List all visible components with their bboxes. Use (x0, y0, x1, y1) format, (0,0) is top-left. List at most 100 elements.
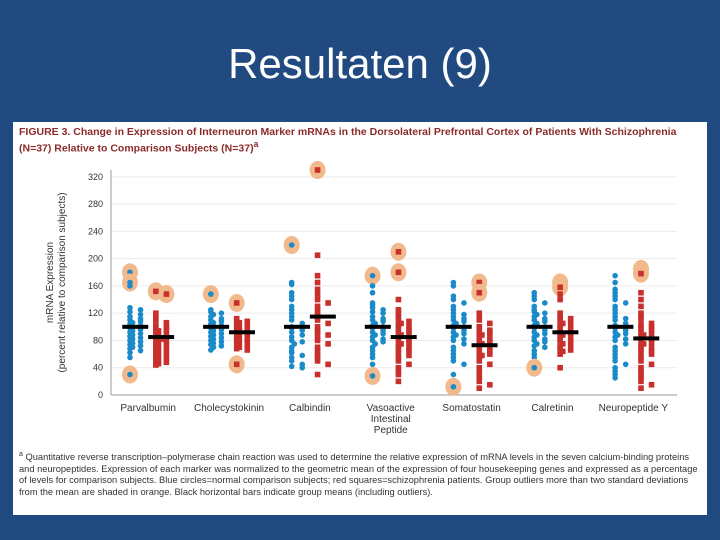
schizophrenia-point (395, 364, 402, 371)
comparison-point (299, 327, 306, 334)
category-label: Parvalbumin (120, 403, 176, 414)
comparison-point (450, 296, 457, 303)
schizophrenia-point (638, 313, 644, 320)
schizophrenia-point (153, 288, 159, 295)
comparison-point (531, 296, 538, 303)
schizophrenia-point (638, 296, 644, 303)
schizophrenia-point (487, 330, 493, 337)
comparison-mean-bar (122, 324, 149, 329)
comparison-point (450, 358, 457, 364)
schizophrenia-point (163, 351, 170, 357)
schizophrenia-point (638, 385, 644, 391)
schizophrenia-point (244, 347, 251, 353)
figure-caption-text: FIGURE 3. Change in Expression of Intern… (19, 126, 677, 155)
figure-footnote: a Quantitative reverse transcription–pol… (19, 449, 703, 498)
comparison-point (288, 329, 295, 336)
schizophrenia-point (314, 324, 321, 330)
schizophrenia-point (648, 381, 655, 388)
comparison-point (127, 354, 133, 361)
comparison-point (137, 343, 144, 349)
comparison-point (208, 347, 214, 353)
y-axis-title: mRNA Expression (45, 242, 56, 323)
comparison-point (369, 272, 376, 279)
schizophrenia-point (314, 334, 321, 340)
schizophrenia-point (153, 313, 159, 320)
footnote-marker: a (19, 451, 23, 458)
schizophrenia-point (638, 325, 644, 331)
schizophrenia-point (476, 310, 483, 316)
y-tick-label: 0 (98, 390, 103, 400)
schizophrenia-point (244, 334, 251, 341)
schizophrenia-point (325, 300, 331, 306)
comparison-point (380, 310, 386, 316)
comparison-point (450, 371, 457, 378)
schizophrenia-mean-bar (633, 336, 660, 341)
comparison-point (622, 341, 629, 347)
comparison-mean-bar (607, 324, 634, 329)
comparison-point (542, 339, 548, 345)
schizophrenia-point (406, 318, 412, 325)
schizophrenia-point (244, 318, 251, 325)
schizophrenia-point (395, 337, 402, 344)
schizophrenia-point (487, 327, 493, 334)
schizophrenia-point (395, 345, 402, 352)
comparison-point (137, 334, 144, 341)
schizophrenia-point (648, 327, 655, 334)
y-tick-label: 40 (93, 363, 103, 373)
comparison-point (137, 330, 144, 337)
schizophrenia-point (638, 364, 644, 371)
schizophrenia-point (638, 375, 644, 381)
schizophrenia-point (648, 324, 655, 330)
schizophrenia-point (314, 279, 321, 286)
schizophrenia-point (314, 303, 321, 310)
schizophrenia-point (163, 339, 170, 345)
schizophrenia-point (487, 339, 493, 345)
schizophrenia-point (244, 326, 251, 333)
comparison-point (127, 349, 133, 356)
comparison-point (461, 318, 467, 325)
comparison-point (542, 330, 548, 337)
schizophrenia-point (476, 378, 483, 385)
schizophrenia-point (163, 355, 170, 361)
schizophrenia-point (557, 364, 563, 371)
schizophrenia-point (648, 330, 655, 337)
comparison-point (127, 283, 133, 289)
schizophrenia-point (487, 320, 493, 327)
comparison-point (612, 296, 618, 303)
comparison-point (369, 373, 376, 379)
comparison-point (612, 375, 618, 381)
comparison-point (137, 318, 144, 325)
schizophrenia-point (476, 334, 483, 340)
schizophrenia-point (476, 317, 483, 323)
comparison-point (288, 349, 295, 356)
schizophrenia-point (406, 347, 412, 354)
y-tick-label: 280 (88, 199, 103, 209)
schizophrenia-point (314, 286, 321, 293)
schizophrenia-mean-bar (228, 330, 255, 335)
comparison-point (208, 291, 214, 297)
schizophrenia-point (395, 313, 402, 320)
comparison-mean-bar (445, 324, 472, 329)
schizophrenia-point (153, 310, 159, 316)
schizophrenia-point (648, 320, 655, 327)
category-label: Calretinin (531, 403, 573, 414)
schizophrenia-point (395, 378, 402, 385)
comparison-point (137, 347, 144, 354)
schizophrenia-point (487, 344, 493, 351)
schizophrenia-point (395, 306, 402, 313)
schizophrenia-point (395, 349, 402, 356)
figure-caption: FIGURE 3. Change in Expression of Intern… (19, 126, 703, 155)
schizophrenia-point (314, 306, 321, 313)
schizophrenia-point (567, 324, 574, 330)
comparison-point (127, 309, 133, 315)
schizophrenia-point (557, 310, 563, 316)
comparison-point (127, 304, 133, 311)
schizophrenia-point (406, 361, 412, 368)
comparison-point (218, 334, 225, 341)
schizophrenia-point (406, 324, 412, 330)
schizophrenia-point (648, 344, 655, 351)
comparison-point (299, 339, 306, 345)
schizophrenia-point (325, 361, 331, 368)
schizophrenia-point (557, 325, 563, 331)
schizophrenia-point (557, 337, 563, 344)
